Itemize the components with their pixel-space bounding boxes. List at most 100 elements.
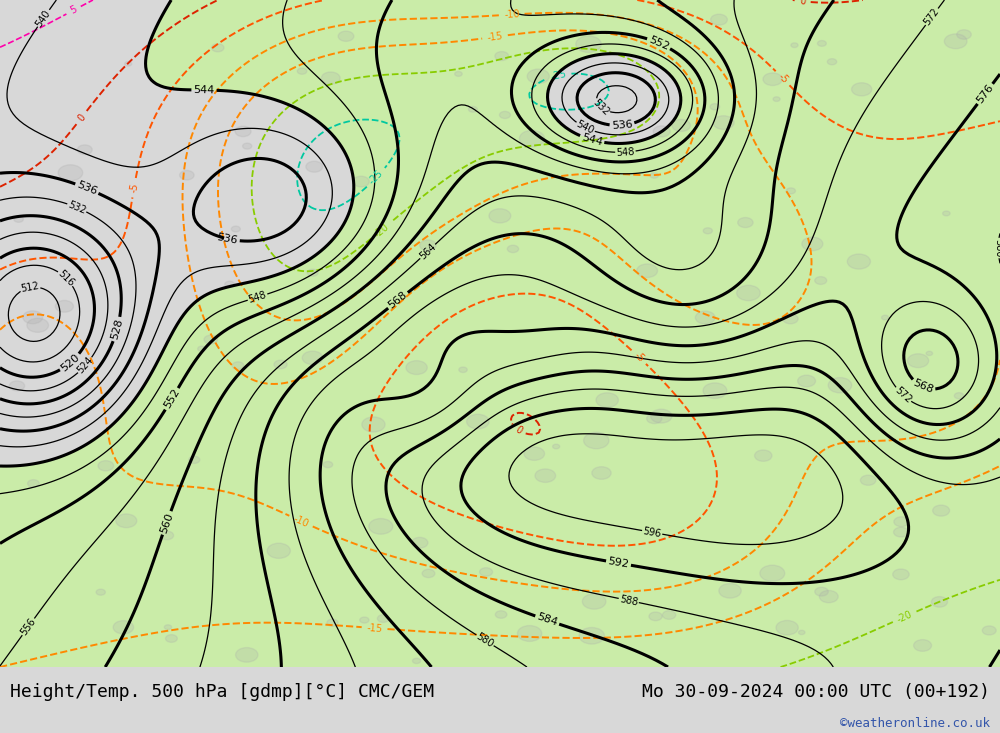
Text: 0: 0 [76,112,88,123]
Ellipse shape [755,450,772,461]
Text: -15: -15 [366,622,383,633]
Ellipse shape [894,527,908,537]
Ellipse shape [819,591,838,603]
Ellipse shape [527,69,549,84]
Ellipse shape [535,469,556,482]
Text: -10: -10 [504,9,520,20]
Text: 576: 576 [975,82,995,106]
Ellipse shape [893,569,909,580]
Text: 564: 564 [418,241,438,262]
Text: ©weatheronline.co.uk: ©weatheronline.co.uk [840,717,990,729]
Text: 520: 520 [59,352,82,373]
Ellipse shape [954,393,964,399]
Ellipse shape [9,381,25,391]
Ellipse shape [321,72,340,84]
Text: 596: 596 [642,526,662,539]
Ellipse shape [783,314,798,324]
Text: 580: 580 [993,239,1000,257]
Ellipse shape [713,116,734,130]
Ellipse shape [189,456,200,463]
Ellipse shape [96,589,105,595]
Ellipse shape [943,211,950,216]
Ellipse shape [274,360,287,369]
Text: 536: 536 [611,119,633,131]
Ellipse shape [406,361,427,375]
Ellipse shape [894,517,909,526]
Ellipse shape [353,176,369,187]
Ellipse shape [499,111,510,119]
Ellipse shape [860,475,876,485]
Text: -15: -15 [486,31,504,43]
Text: -10: -10 [292,513,310,529]
Ellipse shape [113,621,134,634]
Text: -5: -5 [128,182,140,194]
Ellipse shape [737,285,760,301]
Text: 532: 532 [591,97,611,117]
Ellipse shape [327,619,338,626]
Ellipse shape [204,335,218,344]
Text: 592: 592 [607,556,630,570]
Ellipse shape [773,97,780,101]
Ellipse shape [524,447,545,460]
Ellipse shape [662,611,676,619]
Text: 524: 524 [75,355,95,375]
Ellipse shape [58,165,83,181]
Ellipse shape [738,218,753,227]
Ellipse shape [267,543,290,559]
Text: 572: 572 [922,7,941,27]
Ellipse shape [307,269,318,276]
Ellipse shape [802,237,823,251]
Ellipse shape [236,647,258,662]
Ellipse shape [125,62,132,66]
Text: 512: 512 [20,281,40,294]
Ellipse shape [362,417,385,432]
Ellipse shape [914,640,932,652]
Ellipse shape [651,409,672,423]
Text: 544: 544 [193,85,215,95]
Ellipse shape [882,315,889,320]
Ellipse shape [232,362,244,369]
Text: -25: -25 [367,169,385,187]
Ellipse shape [422,570,435,578]
Ellipse shape [827,59,837,65]
Text: 556: 556 [19,616,38,637]
Text: 540: 540 [34,8,53,29]
Ellipse shape [907,354,929,368]
Text: 552: 552 [162,387,182,410]
Ellipse shape [243,143,252,149]
Text: 568: 568 [911,378,935,396]
Ellipse shape [306,161,323,172]
Text: 516: 516 [56,268,76,288]
Text: 552: 552 [647,34,671,52]
Ellipse shape [507,246,519,253]
Ellipse shape [468,106,477,112]
Ellipse shape [582,594,606,609]
Ellipse shape [576,36,601,53]
Ellipse shape [369,518,393,534]
Ellipse shape [302,351,323,364]
Ellipse shape [212,44,224,52]
Text: 584: 584 [536,612,559,628]
Ellipse shape [649,612,662,621]
Ellipse shape [98,460,114,471]
Ellipse shape [579,627,604,644]
Ellipse shape [798,630,805,635]
Ellipse shape [489,209,511,223]
Ellipse shape [420,240,436,251]
Ellipse shape [695,311,715,324]
Text: 544: 544 [580,132,604,147]
Ellipse shape [703,228,712,234]
Text: Height/Temp. 500 hPa [gdmp][°C] CMC/GEM: Height/Temp. 500 hPa [gdmp][°C] CMC/GEM [10,683,434,701]
Ellipse shape [235,126,251,136]
Ellipse shape [23,311,43,324]
Ellipse shape [459,367,467,372]
Text: -5: -5 [632,350,646,364]
Ellipse shape [553,444,560,449]
Text: 528: 528 [109,317,125,341]
Ellipse shape [944,34,967,48]
Ellipse shape [817,40,826,46]
Ellipse shape [815,587,828,596]
Ellipse shape [27,318,49,332]
Ellipse shape [672,119,690,131]
Ellipse shape [225,281,234,287]
